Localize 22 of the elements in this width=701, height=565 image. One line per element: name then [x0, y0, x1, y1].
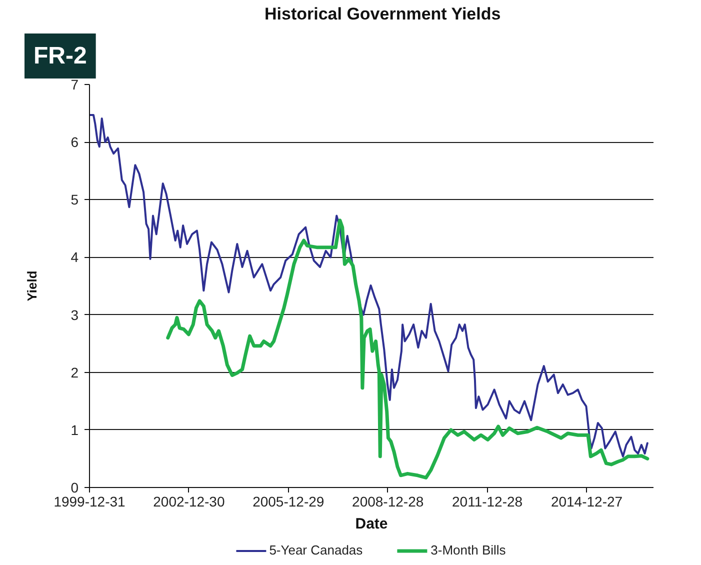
text: FR-2	[34, 42, 87, 70]
y-tick-label: 1	[70, 422, 79, 438]
line-series	[90, 114, 648, 458]
x-tick-label: 2011-12-28	[452, 494, 523, 510]
x-tick-label: 2002-12-30	[153, 494, 225, 510]
y-tick-label: 2	[70, 364, 79, 380]
x-tick-label: 2008-12-28	[352, 494, 424, 510]
y-tick-label: 5	[70, 192, 79, 208]
y-tick-label: 7	[70, 76, 79, 92]
x-tick-label: 2014-12-27	[550, 494, 623, 510]
y-tick-label: 4	[70, 249, 79, 266]
x-tick-label: 2005-12-29	[252, 494, 324, 510]
x-tick-label: 1999-12-31	[54, 494, 126, 510]
legend-label: 3-Month Bills	[430, 542, 506, 558]
x-axis-title: Date	[355, 516, 388, 532]
y-tick-label: 0	[70, 480, 79, 496]
legend-label: 5-Year Canadas	[269, 542, 363, 558]
y-axis-title: Yield	[24, 270, 40, 302]
y-tick-label: 6	[70, 134, 79, 150]
line-series	[166, 218, 650, 480]
y-tick-label: 3	[70, 306, 79, 323]
chart-title: Historical Government Yields	[264, 4, 501, 24]
